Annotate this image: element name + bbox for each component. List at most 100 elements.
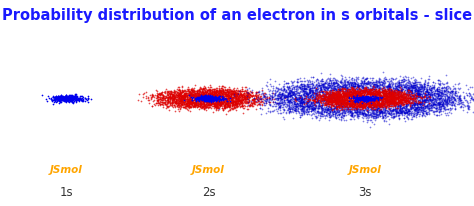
Point [239, 99, 246, 102]
Point [199, 101, 207, 105]
Point [423, 96, 430, 100]
Point [429, 106, 437, 109]
Point [179, 91, 187, 94]
Point [180, 102, 188, 105]
Point [333, 93, 341, 96]
Point [372, 94, 379, 97]
Point [374, 114, 381, 117]
Point [272, 89, 279, 92]
Point [212, 94, 220, 97]
Point [374, 84, 382, 87]
Point [406, 89, 414, 92]
Point [339, 87, 346, 90]
Point [348, 105, 356, 109]
Point [219, 107, 226, 111]
Point [377, 83, 384, 86]
Point [230, 94, 237, 97]
Point [439, 110, 447, 113]
Point [219, 85, 226, 88]
Point [377, 103, 385, 107]
Point [292, 98, 300, 101]
Point [244, 93, 251, 96]
Point [358, 90, 366, 94]
Point [354, 99, 362, 103]
Point [182, 105, 190, 109]
Point [406, 90, 414, 93]
Point [370, 110, 378, 114]
Point [267, 85, 274, 88]
Point [214, 102, 221, 105]
Point [232, 95, 240, 98]
Point [350, 107, 357, 110]
Point [355, 104, 363, 108]
Point [376, 88, 384, 91]
Point [163, 94, 171, 97]
Point [161, 98, 168, 101]
Point [258, 90, 266, 93]
Point [398, 91, 406, 95]
Point [221, 107, 228, 110]
Point [212, 96, 219, 100]
Point [203, 97, 211, 101]
Point [384, 99, 392, 102]
Point [163, 100, 171, 104]
Point [280, 101, 287, 105]
Point [223, 101, 230, 104]
Point [371, 97, 378, 100]
Point [230, 93, 238, 96]
Point [210, 88, 218, 91]
Point [381, 96, 389, 100]
Point [416, 103, 424, 107]
Point [209, 97, 216, 100]
Point [346, 99, 354, 103]
Point [380, 95, 388, 98]
Point [400, 93, 407, 96]
Point [319, 88, 327, 91]
Point [361, 97, 369, 101]
Point [401, 83, 409, 86]
Point [323, 93, 331, 97]
Point [179, 98, 187, 101]
Point [392, 109, 400, 112]
Point [208, 93, 216, 96]
Point [346, 94, 354, 97]
Point [55, 97, 63, 100]
Point [255, 91, 263, 94]
Point [231, 103, 239, 106]
Point [438, 92, 445, 96]
Point [336, 92, 343, 95]
Point [227, 99, 234, 102]
Point [329, 93, 337, 96]
Point [299, 110, 307, 113]
Point [153, 97, 160, 100]
Point [380, 101, 388, 105]
Point [394, 94, 402, 98]
Point [429, 101, 437, 104]
Point [469, 92, 474, 96]
Point [373, 92, 381, 95]
Point [370, 106, 378, 109]
Point [411, 89, 419, 92]
Point [282, 90, 290, 94]
Point [396, 106, 403, 109]
Point [415, 96, 423, 99]
Point [337, 116, 344, 119]
Point [357, 92, 365, 95]
Point [352, 90, 359, 94]
Point [308, 95, 315, 98]
Point [215, 103, 222, 106]
Point [344, 90, 352, 94]
Point [184, 102, 192, 106]
Point [190, 91, 197, 94]
Point [388, 114, 395, 117]
Point [437, 106, 445, 110]
Point [168, 96, 176, 100]
Point [343, 91, 350, 94]
Point [353, 99, 360, 102]
Point [367, 92, 375, 95]
Point [327, 109, 335, 112]
Point [406, 108, 413, 111]
Point [172, 98, 179, 101]
Point [219, 108, 227, 111]
Point [234, 96, 241, 100]
